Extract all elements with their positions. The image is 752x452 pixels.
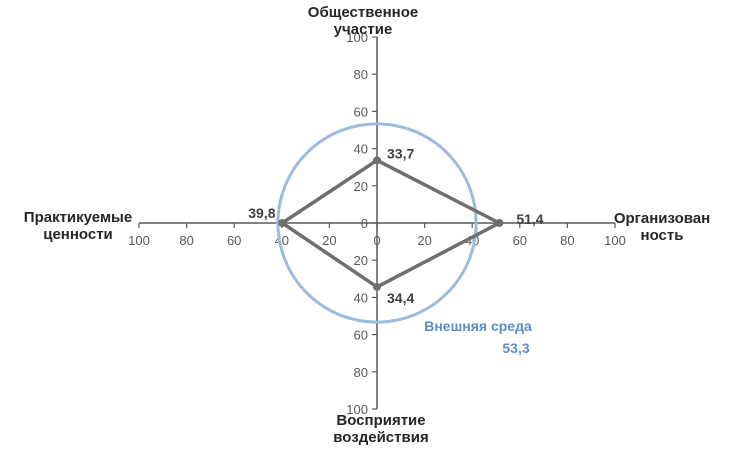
x-tick-label: 20 [322, 233, 336, 248]
x-tick-label: 100 [128, 233, 150, 248]
data-label-bottom: 34,4 [387, 290, 414, 306]
y-tick-label: 0 [361, 216, 368, 231]
axis-title-bottom: Восприятие [336, 412, 425, 429]
axis-title-top: участие [334, 21, 393, 38]
data-point-bottom [373, 282, 381, 291]
y-tick-label: 40 [354, 142, 368, 157]
y-tick-label: 100 [346, 402, 368, 417]
axis-title-bottom: воздействия [333, 429, 428, 446]
data-labels: 33,7 51,4 34,4 39,8 [248, 145, 544, 306]
y-tick-label: 60 [354, 104, 368, 119]
environment-value: 53,3 [502, 340, 529, 356]
x-tick-label: 80 [560, 233, 574, 248]
axes [138, 36, 616, 410]
x-tick-label: 60 [513, 233, 527, 248]
x-tick-label: 80 [179, 233, 193, 248]
axis-title-left: Практикуемые [24, 209, 132, 226]
environment-label: Внешняя среда [424, 318, 532, 334]
tick-labels: 1001008080606040402020002020404060608080… [128, 30, 626, 417]
axis-title-left: ценности [43, 226, 113, 243]
data-point-left [278, 219, 287, 227]
data-label-left: 39,8 [248, 205, 275, 221]
axis-title-top: Общественное [308, 4, 418, 21]
y-tick-label: 20 [354, 253, 368, 268]
y-tick-label: 20 [354, 179, 368, 194]
y-tick-label: 80 [354, 67, 368, 82]
x-tick-label: 20 [417, 233, 431, 248]
data-point-right [495, 219, 504, 227]
environment-circle [276, 122, 478, 324]
x-tick-label: 60 [227, 233, 241, 248]
x-tick-label: 100 [604, 233, 626, 248]
y-tick-label: 60 [354, 328, 368, 343]
axis-title-right: Организован [614, 210, 710, 227]
axis-title-right: ность [641, 227, 684, 244]
data-point-top [373, 156, 381, 165]
y-tick-label: 40 [354, 290, 368, 305]
data-label-right: 51,4 [516, 211, 543, 227]
y-tick-label: 100 [346, 30, 368, 45]
x-tick-label: 0 [373, 233, 380, 248]
data-points [278, 156, 504, 291]
y-tick-label: 80 [354, 365, 368, 380]
data-label-top: 33,7 [387, 145, 414, 161]
